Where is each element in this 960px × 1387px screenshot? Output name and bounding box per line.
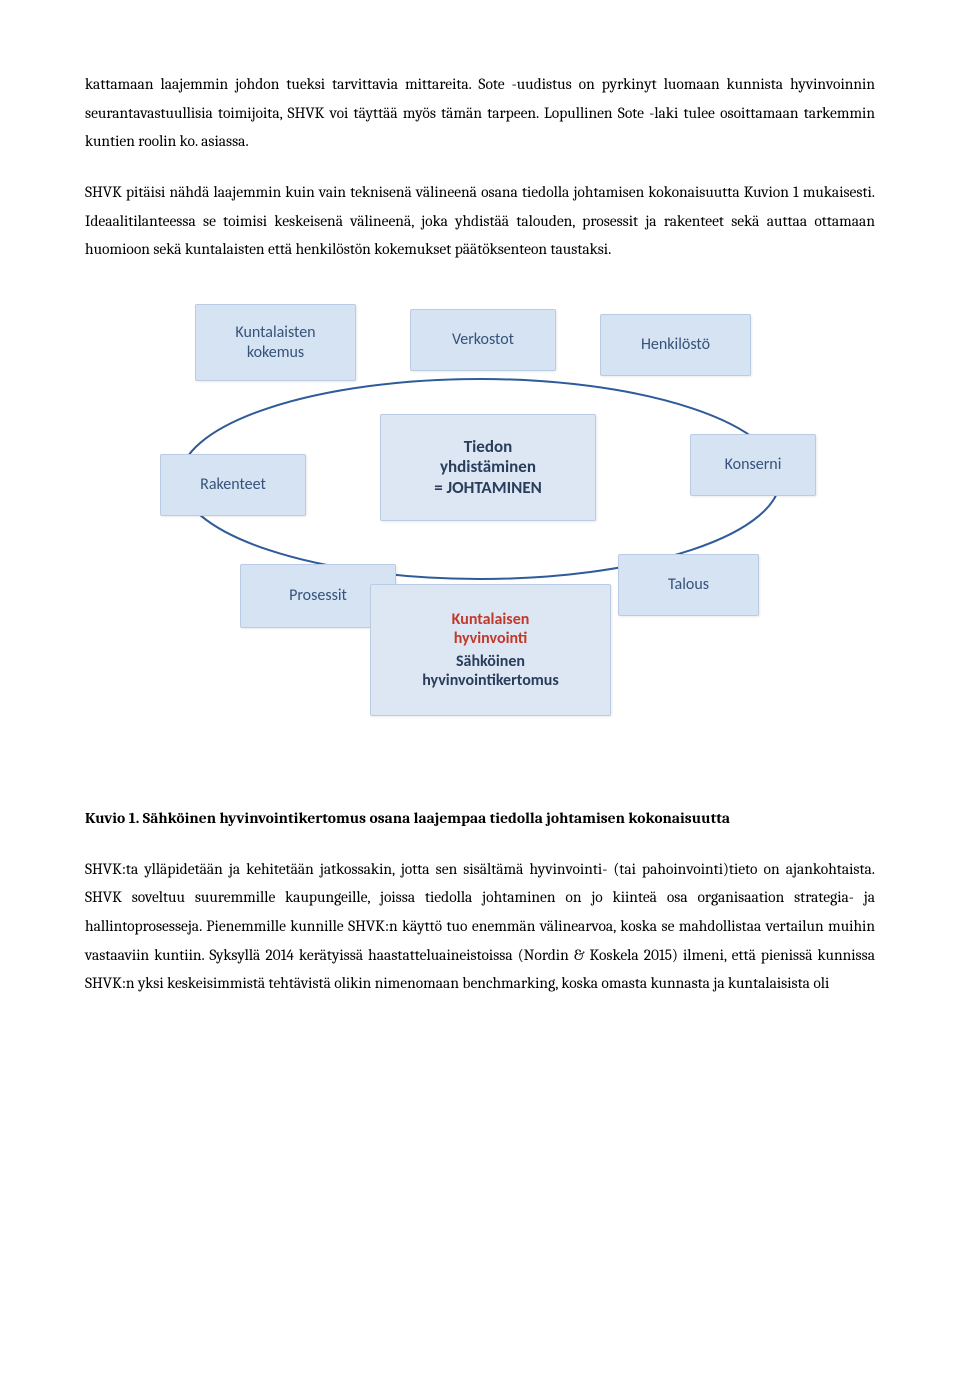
node-label: Prosessit bbox=[289, 586, 347, 605]
node-red-label: Kuntalaisen hyvinvointi bbox=[452, 610, 530, 648]
node-henkilosto: Henkilöstö bbox=[600, 314, 751, 376]
node-konserni: Konserni bbox=[690, 434, 816, 496]
node-label: Kuntalaisen bbox=[452, 610, 530, 629]
node-verkostot: Verkostot bbox=[410, 309, 556, 371]
node-center-johtaminen: Tiedon yhdistäminen = JOHTAMINEN bbox=[380, 414, 596, 521]
node-kuntalaisten-kokemus: Kuntalaisten kokemus bbox=[195, 304, 356, 381]
paragraph-1: kattamaan laajemmin johdon tueksi tarvit… bbox=[85, 70, 875, 156]
node-label: Talous bbox=[668, 575, 709, 594]
node-talous: Talous bbox=[618, 554, 759, 616]
caption-lead: Kuvio 1. bbox=[85, 809, 139, 827]
node-label: hyvinvointikertomus bbox=[422, 671, 559, 690]
node-label: hyvinvointi bbox=[454, 629, 528, 648]
node-rakenteet: Rakenteet bbox=[160, 454, 306, 516]
diagram-kuvio-1: Kuntalaisten kokemus Verkostot Henkilöst… bbox=[160, 304, 800, 724]
node-label: Sähköinen bbox=[456, 652, 525, 671]
paragraph-2: SHVK pitäisi nähdä laajemmin kuin vain t… bbox=[85, 178, 875, 264]
node-label: Kuntalaisten bbox=[235, 323, 315, 342]
node-bottom-hyvinvointikertomus: Kuntalaisen hyvinvointi Sähköinen hyvinv… bbox=[370, 584, 611, 716]
figure-caption: Kuvio 1. Sähköinen hyvinvointikertomus o… bbox=[85, 804, 875, 833]
paragraph-3: SHVK:ta ylläpidetään ja kehitetään jatko… bbox=[85, 855, 875, 998]
node-label: Konserni bbox=[725, 455, 782, 474]
node-label: = JOHTAMINEN bbox=[434, 478, 542, 498]
node-label: yhdistäminen bbox=[440, 457, 536, 477]
node-label: Verkostot bbox=[452, 330, 514, 349]
node-label: Henkilöstö bbox=[641, 335, 710, 354]
caption-rest: Sähköinen hyvinvointikertomus osana laaj… bbox=[139, 809, 730, 827]
node-label: Tiedon bbox=[464, 437, 513, 457]
node-label: Rakenteet bbox=[200, 475, 266, 494]
node-label: kokemus bbox=[247, 343, 304, 362]
